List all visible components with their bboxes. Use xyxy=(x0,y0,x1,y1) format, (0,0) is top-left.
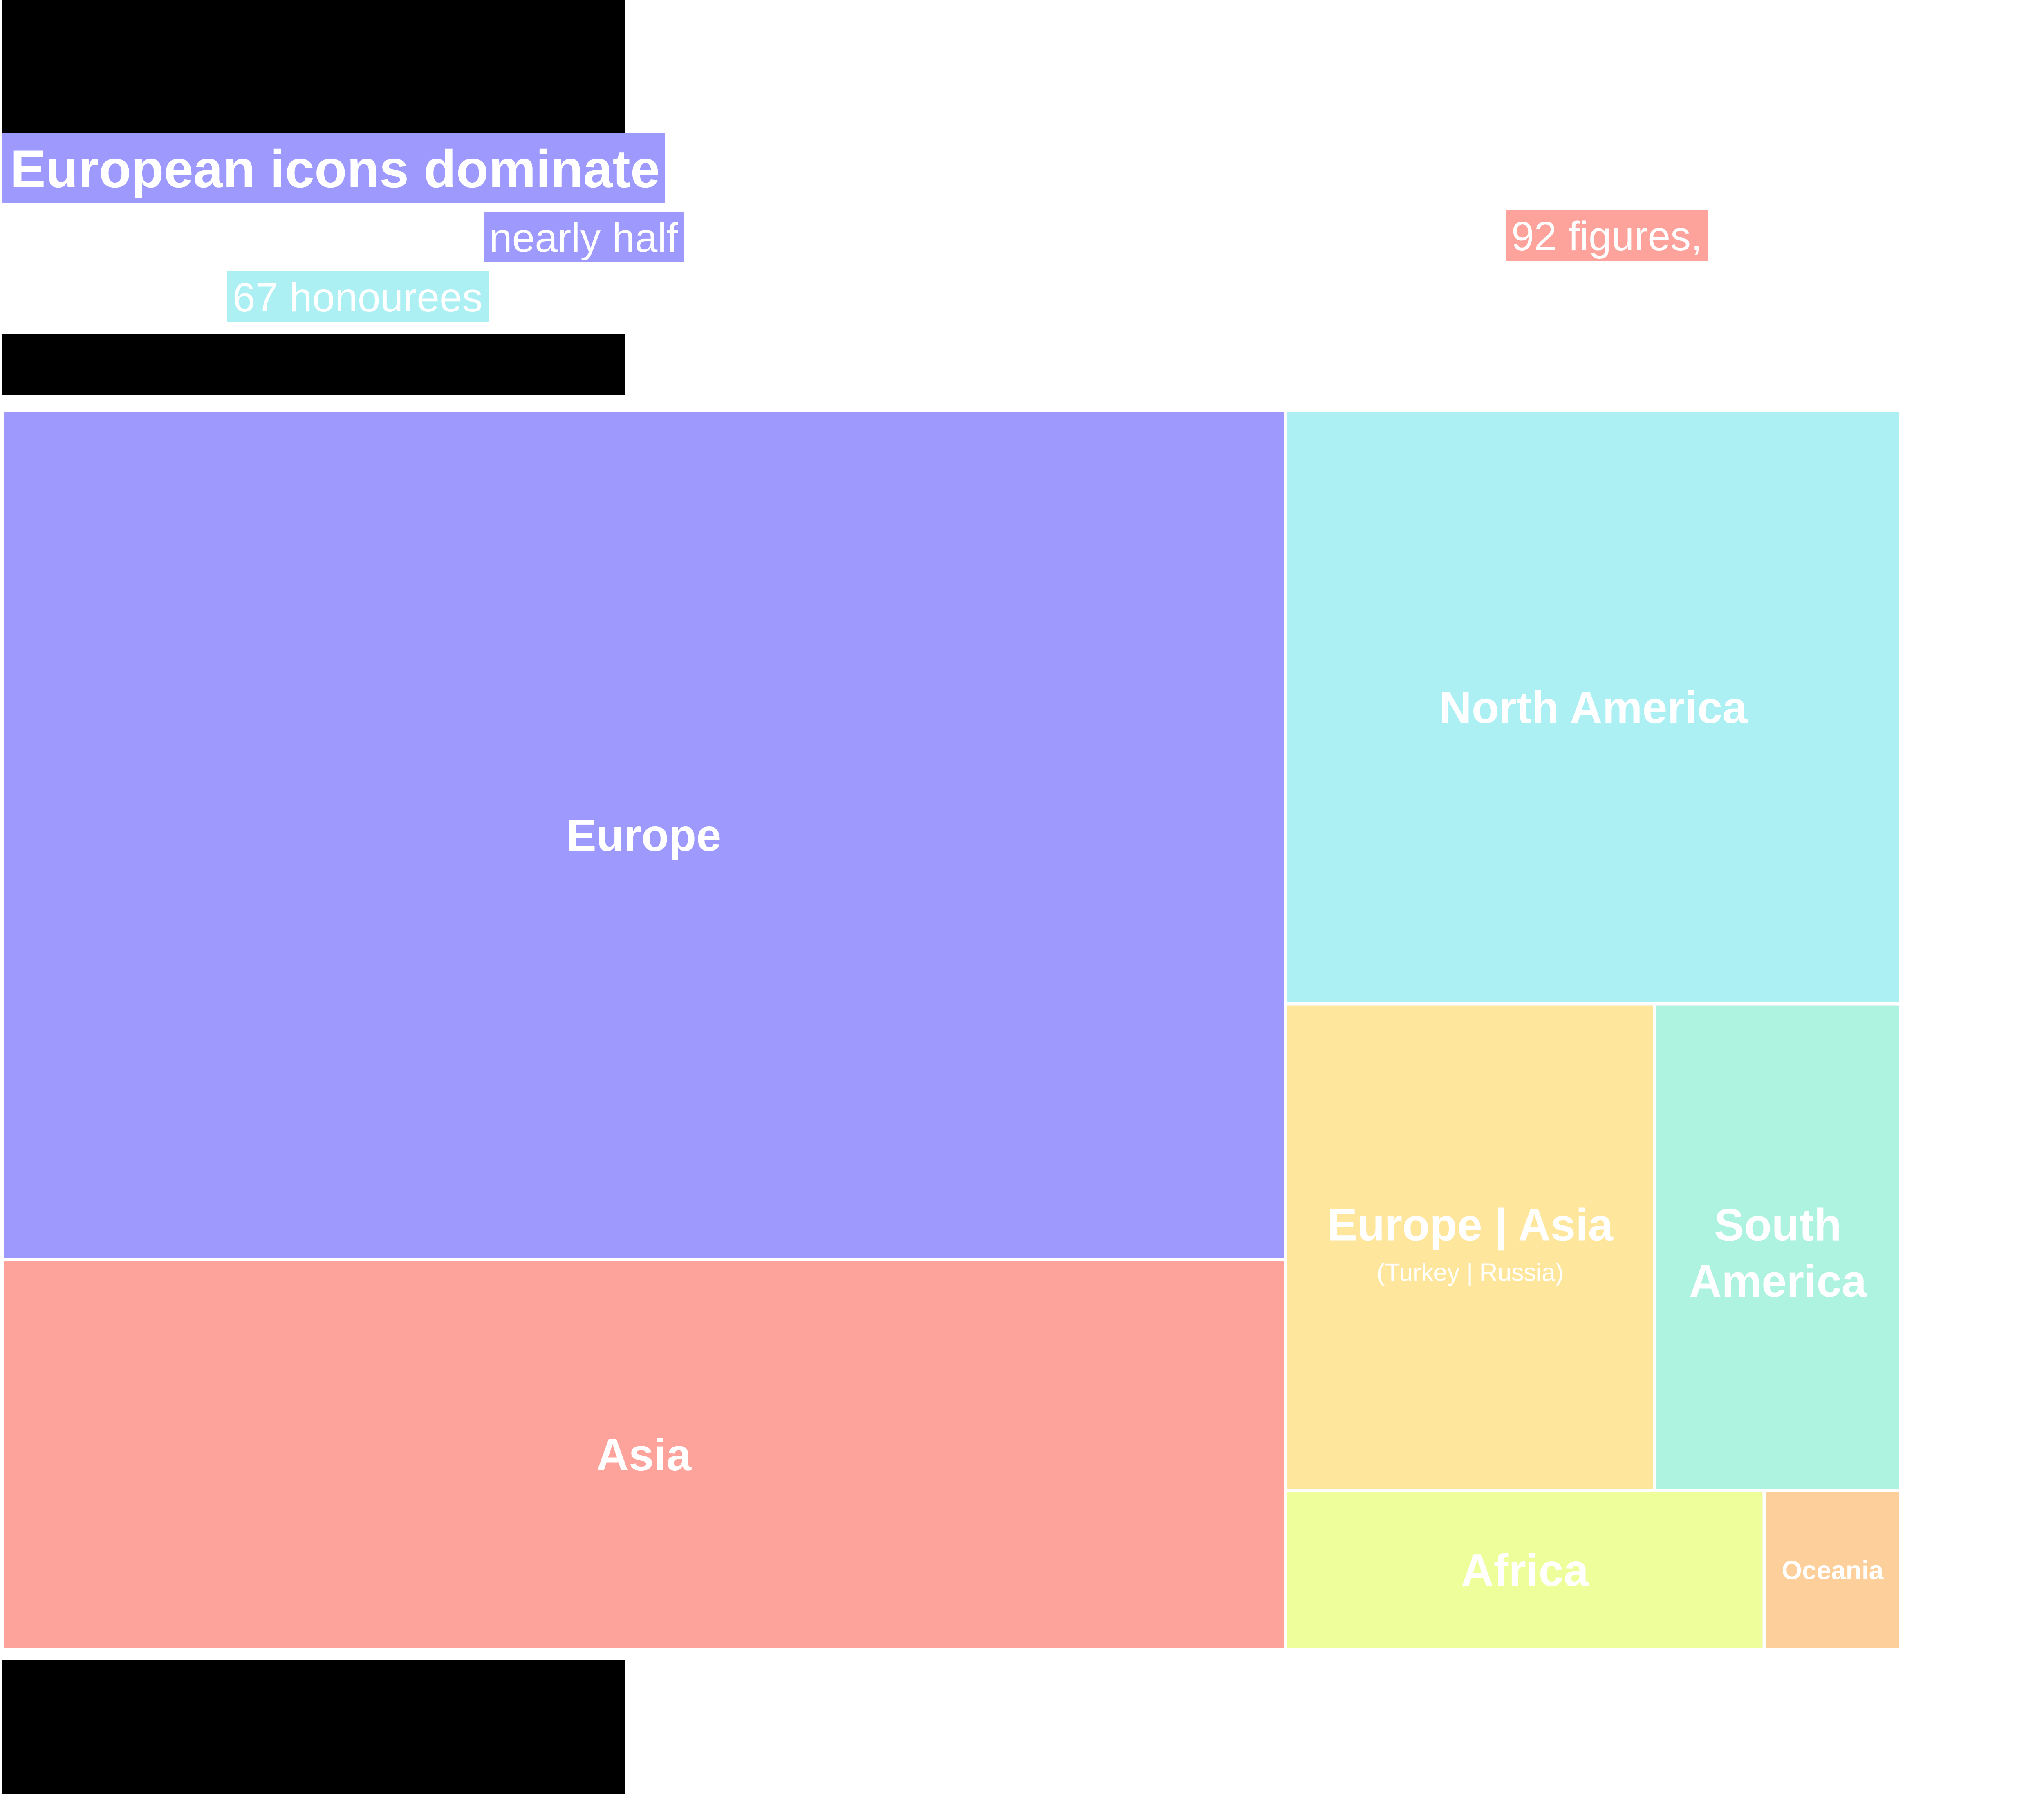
redacted-block-middle xyxy=(2,334,625,395)
treemap-label-oceania: Oceania xyxy=(1782,1556,1883,1585)
treemap-tile-north-america xyxy=(1287,412,1899,1002)
treemap-tile-oceania xyxy=(1766,1492,1899,1648)
redacted-block-top xyxy=(2,0,625,134)
highlight-92-figures: 92 figures, xyxy=(1506,210,1708,261)
treemap-tile-south-america xyxy=(1656,1005,1899,1489)
treemap-label-south-america: South America xyxy=(1689,1200,1867,1306)
highlight-67-honourees: 67 honourees xyxy=(227,271,489,322)
treemap-tile-europe xyxy=(4,412,1284,1258)
redacted-block-bottom xyxy=(2,1660,625,1794)
highlight-nearly-half: nearly half xyxy=(484,212,684,262)
treemap-label-europe-asia: Europe | Asia xyxy=(1327,1200,1614,1250)
treemap-sublabel-europe-asia: (Turkey | Russia) xyxy=(1377,1258,1564,1286)
treemap-label-asia: Asia xyxy=(596,1430,692,1480)
treemap-tile-asia xyxy=(4,1261,1284,1648)
chart-title: European icons dominate xyxy=(2,133,665,203)
treemap-label-europe: Europe xyxy=(566,811,721,861)
treemap-label-north-america: North America xyxy=(1439,683,1748,733)
treemap-label-africa: Africa xyxy=(1461,1545,1589,1596)
treemap-tile-africa xyxy=(1287,1492,1763,1648)
treemap-tile-europe-asia xyxy=(1287,1005,1653,1489)
